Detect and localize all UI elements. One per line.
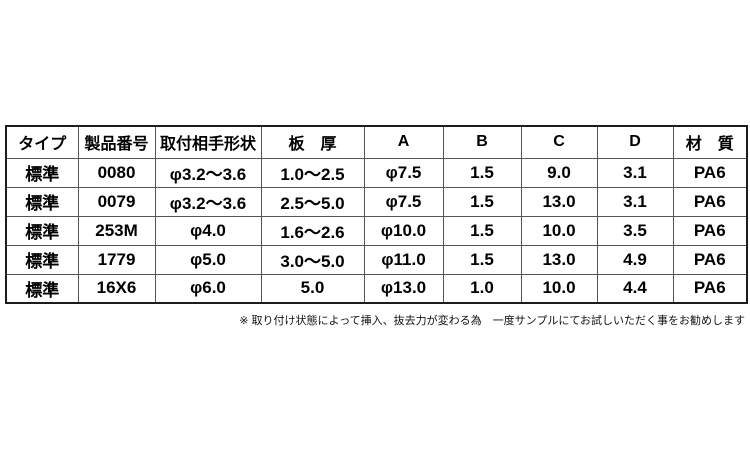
cell-plate-thickness: 3.0〜5.0 bbox=[260, 244, 365, 275]
cell-type: 標準 bbox=[5, 157, 79, 188]
cell-b: 1.5 bbox=[442, 244, 522, 275]
cell-mating-shape: φ5.0 bbox=[154, 244, 262, 275]
spec-table: タイプ 製品番号 取付相手形状 板 厚 A B C D 材 質 標準 0080 … bbox=[5, 125, 748, 304]
cell-c: 10.0 bbox=[520, 215, 598, 246]
cell-type: 標準 bbox=[5, 215, 79, 246]
cell-plate-thickness: 1.0〜2.5 bbox=[260, 157, 365, 188]
cell-plate-thickness: 5.0 bbox=[260, 273, 365, 304]
table-row: 標準 16X6 φ6.0 5.0 φ13.0 1.0 10.0 4.4 PA6 bbox=[5, 273, 748, 304]
cell-c: 13.0 bbox=[520, 186, 598, 217]
table-row: 標準 0080 φ3.2〜3.6 1.0〜2.5 φ7.5 1.5 9.0 3.… bbox=[5, 157, 748, 188]
cell-a: φ7.5 bbox=[363, 157, 444, 188]
cell-d: 4.9 bbox=[596, 244, 674, 275]
cell-type: 標準 bbox=[5, 273, 79, 304]
cell-material: PA6 bbox=[672, 273, 748, 304]
cell-d: 3.1 bbox=[596, 186, 674, 217]
cell-mating-shape: φ6.0 bbox=[154, 273, 262, 304]
cell-product-number: 0079 bbox=[77, 186, 156, 217]
cell-b: 1.0 bbox=[442, 273, 522, 304]
cell-material: PA6 bbox=[672, 215, 748, 246]
cell-c: 10.0 bbox=[520, 273, 598, 304]
col-header-material: 材 質 bbox=[672, 125, 748, 159]
cell-type: 標準 bbox=[5, 244, 79, 275]
col-header-product-number: 製品番号 bbox=[77, 125, 156, 159]
footnote: ※ 取り付け状態によって挿入、抜去力が変わる為 一度サンプルにてお試しいただく事… bbox=[239, 315, 745, 327]
cell-d: 4.4 bbox=[596, 273, 674, 304]
cell-plate-thickness: 2.5〜5.0 bbox=[260, 186, 365, 217]
cell-b: 1.5 bbox=[442, 186, 522, 217]
cell-product-number: 16X6 bbox=[77, 273, 156, 304]
col-header-mating-shape: 取付相手形状 bbox=[154, 125, 262, 159]
table-row: 標準 0079 φ3.2〜3.6 2.5〜5.0 φ7.5 1.5 13.0 3… bbox=[5, 186, 748, 217]
cell-material: PA6 bbox=[672, 186, 748, 217]
cell-material: PA6 bbox=[672, 244, 748, 275]
header-row: タイプ 製品番号 取付相手形状 板 厚 A B C D 材 質 bbox=[5, 125, 748, 159]
col-header-c: C bbox=[520, 125, 598, 159]
col-header-a: A bbox=[363, 125, 444, 159]
cell-mating-shape: φ3.2〜3.6 bbox=[154, 186, 262, 217]
col-header-plate-thickness: 板 厚 bbox=[260, 125, 365, 159]
cell-a: φ13.0 bbox=[363, 273, 444, 304]
cell-mating-shape: φ3.2〜3.6 bbox=[154, 157, 262, 188]
table-row: 標準 253M φ4.0 1.6〜2.6 φ10.0 1.5 10.0 3.5 … bbox=[5, 215, 748, 246]
cell-c: 9.0 bbox=[520, 157, 598, 188]
cell-a: φ11.0 bbox=[363, 244, 444, 275]
cell-product-number: 1779 bbox=[77, 244, 156, 275]
cell-type: 標準 bbox=[5, 186, 79, 217]
cell-product-number: 253M bbox=[77, 215, 156, 246]
cell-b: 1.5 bbox=[442, 215, 522, 246]
cell-b: 1.5 bbox=[442, 157, 522, 188]
cell-c: 13.0 bbox=[520, 244, 598, 275]
cell-mating-shape: φ4.0 bbox=[154, 215, 262, 246]
cell-plate-thickness: 1.6〜2.6 bbox=[260, 215, 365, 246]
cell-material: PA6 bbox=[672, 157, 748, 188]
cell-d: 3.1 bbox=[596, 157, 674, 188]
col-header-type: タイプ bbox=[5, 125, 79, 159]
cell-d: 3.5 bbox=[596, 215, 674, 246]
cell-product-number: 0080 bbox=[77, 157, 156, 188]
table-row: 標準 1779 φ5.0 3.0〜5.0 φ11.0 1.5 13.0 4.9 … bbox=[5, 244, 748, 275]
col-header-b: B bbox=[442, 125, 522, 159]
col-header-d: D bbox=[596, 125, 674, 159]
cell-a: φ10.0 bbox=[363, 215, 444, 246]
cell-a: φ7.5 bbox=[363, 186, 444, 217]
